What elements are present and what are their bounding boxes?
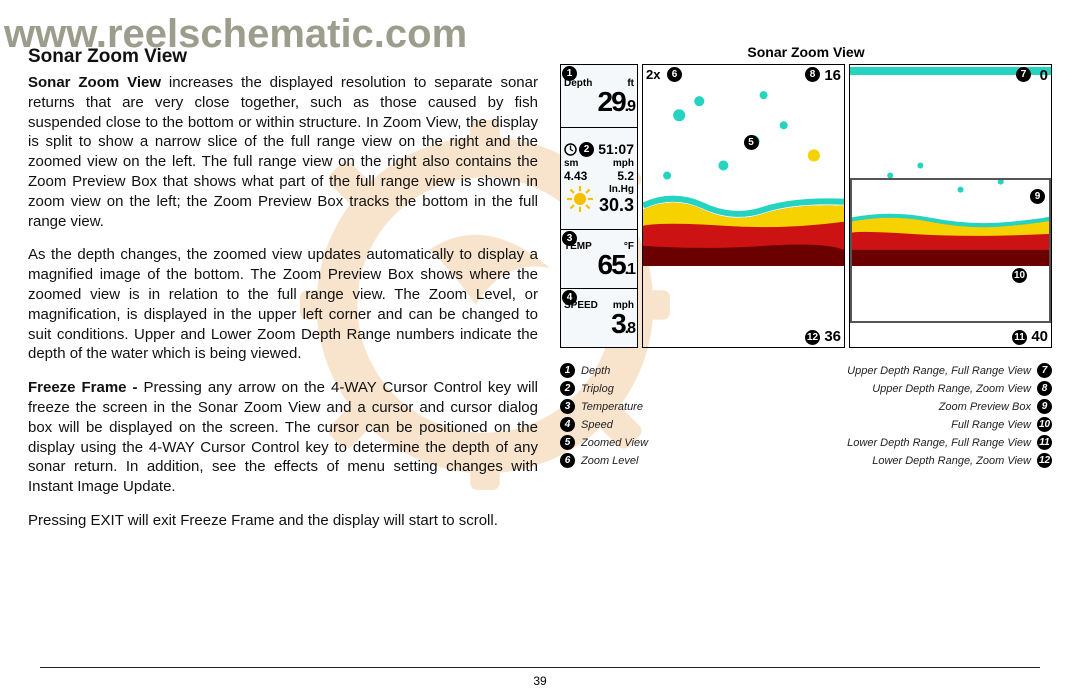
callout-badge: 4 [562, 290, 577, 305]
zoom-level-label: 2x [646, 67, 660, 82]
legend-item: Zoom Preview Box9 [847, 399, 1052, 414]
legend-left-column: 1Depth 2Triplog 3Temperature 4Speed 5Zoo… [560, 360, 648, 471]
callout-badge: 2 [579, 142, 594, 157]
legend-item: 6Zoom Level [560, 453, 648, 468]
legend-right-column: Upper Depth Range, Full Range View7 Uppe… [847, 360, 1052, 471]
figure-legend: 1Depth 2Triplog 3Temperature 4Speed 5Zoo… [560, 360, 1052, 471]
legend-item: Upper Depth Range, Zoom View8 [847, 381, 1052, 396]
zoomed-sonar-view: 2x 6 8 16 5 12 36 [642, 64, 845, 348]
paragraph-lead: Freeze Frame - [28, 379, 138, 396]
callout-badge: 6 [667, 67, 682, 82]
body-paragraph: As the depth changes, the zoomed view up… [28, 245, 538, 364]
info-panel: 1 Depth ft 29.9 2 51:07 [560, 64, 638, 348]
text-column: Sonar Zoom View Sonar Zoom View increase… [28, 22, 538, 545]
callout-badge: 9 [1030, 189, 1045, 204]
lower-full-depth: 40 [1031, 328, 1048, 345]
body-paragraph: Sonar Zoom View increases the displayed … [28, 73, 538, 231]
callout-badge: 12 [805, 330, 820, 345]
temp-readout: 3 TEMP °F 65.1 [561, 230, 637, 289]
callout-badge: 7 [1016, 67, 1031, 82]
legend-item: Lower Depth Range, Full Range View11 [847, 435, 1052, 450]
legend-item: Full Range View10 [847, 417, 1052, 432]
upper-zoom-depth: 16 [824, 67, 841, 84]
page-number: 39 [0, 674, 1080, 688]
legend-item: 3Temperature [560, 399, 648, 414]
section-heading: Sonar Zoom View [28, 44, 538, 69]
legend-item: 4Speed [560, 417, 648, 432]
body-paragraph: Freeze Frame - Pressing any arrow on the… [28, 378, 538, 497]
figure-column: Sonar Zoom View 1 Depth ft 29.9 [560, 22, 1052, 545]
figure-title: Sonar Zoom View [560, 44, 1052, 60]
sonar-figure: 1 Depth ft 29.9 2 51:07 [560, 64, 1052, 348]
lower-zoom-depth: 36 [824, 328, 841, 345]
triplog-readout: 2 51:07 sm mph 4.43 5.2 In.Hg [561, 128, 637, 230]
legend-item: 5Zoomed View [560, 435, 648, 450]
legend-item: 1Depth [560, 363, 648, 378]
depth-readout: 1 Depth ft 29.9 [561, 65, 637, 128]
callout-badge: 8 [805, 67, 820, 82]
manual-page: www.reelschematic.com Sonar Zoom View So… [0, 0, 1080, 698]
upper-full-depth: 0 [1040, 67, 1048, 84]
full-range-sonar-view: 7 0 9 10 11 40 [849, 64, 1052, 348]
legend-item: 2Triplog [560, 381, 648, 396]
paragraph-lead: Sonar Zoom View [28, 74, 161, 91]
speed-readout: 4 SPEED mph 3.8 [561, 289, 637, 347]
legend-item: Lower Depth Range, Zoom View12 [847, 453, 1052, 468]
legend-item: Upper Depth Range, Full Range View7 [847, 363, 1052, 378]
footer-rule [40, 667, 1040, 668]
callout-badge: 10 [1012, 268, 1027, 283]
sun-icon [567, 186, 593, 212]
body-paragraph: Pressing EXIT will exit Freeze Frame and… [28, 511, 538, 531]
clock-icon [564, 143, 577, 156]
callout-badge: 5 [744, 135, 759, 150]
zoom-preview-box [850, 178, 1051, 323]
callout-badge: 1 [562, 66, 577, 81]
sonar-zoomed-graphic [643, 65, 844, 266]
callout-badge: 11 [1012, 330, 1027, 345]
